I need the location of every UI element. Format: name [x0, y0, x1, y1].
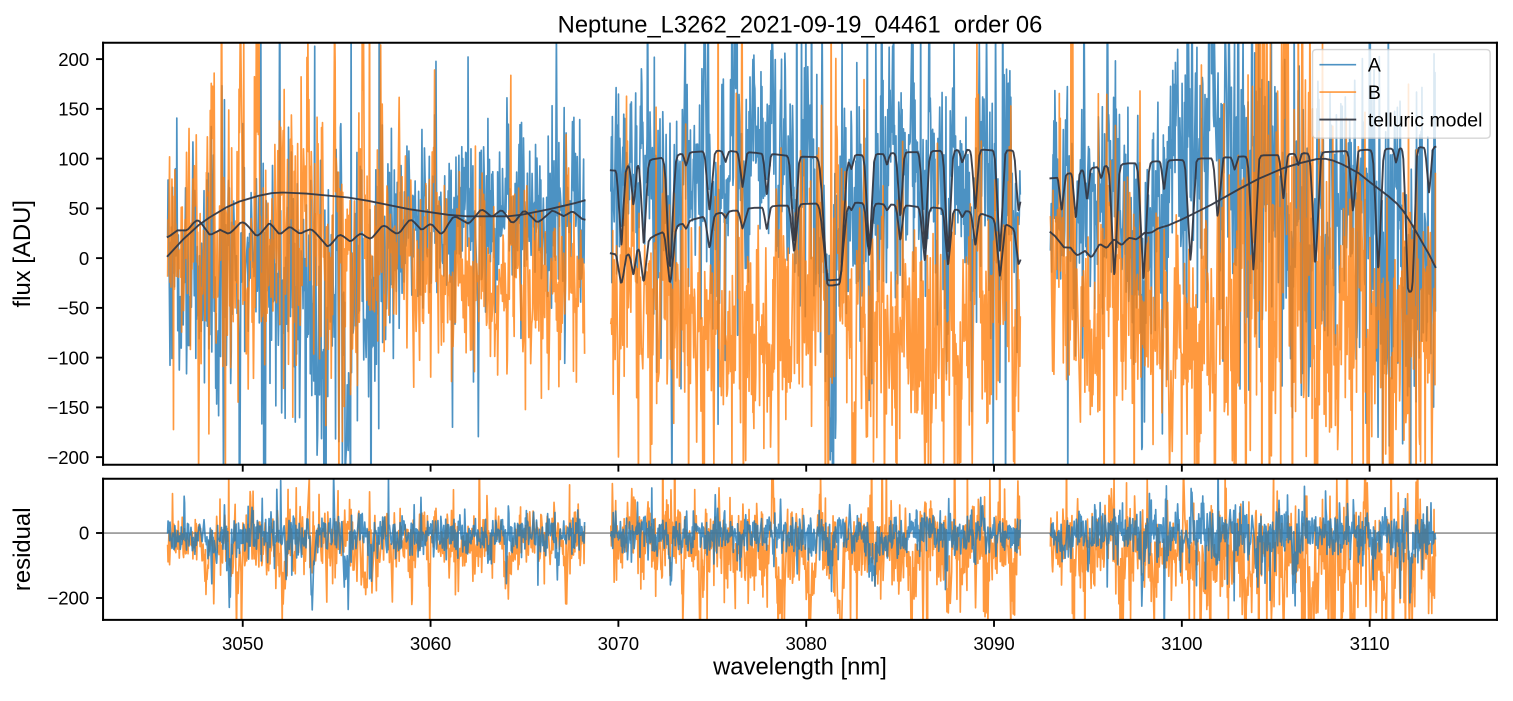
svg-text:200: 200	[58, 49, 89, 70]
svg-text:wavelength [nm]: wavelength [nm]	[712, 654, 887, 681]
svg-text:flux [ADU]: flux [ADU]	[9, 200, 36, 307]
svg-text:50: 50	[69, 198, 90, 219]
svg-text:3070: 3070	[598, 633, 639, 654]
svg-text:3060: 3060	[410, 633, 451, 654]
svg-text:−200: −200	[47, 447, 89, 468]
svg-text:−50: −50	[58, 298, 90, 319]
svg-text:−100: −100	[47, 347, 89, 368]
svg-text:3100: 3100	[1161, 633, 1202, 654]
svg-text:3050: 3050	[222, 633, 263, 654]
svg-text:3090: 3090	[973, 633, 1014, 654]
svg-text:3110: 3110	[1350, 633, 1390, 654]
svg-text:Neptune_L3262_2021-09-19_04461: Neptune_L3262_2021-09-19_04461 order 06	[558, 11, 1043, 38]
svg-text:100: 100	[58, 148, 89, 169]
svg-text:residual: residual	[9, 507, 36, 591]
svg-text:A: A	[1368, 54, 1381, 76]
svg-text:0: 0	[79, 248, 89, 269]
svg-text:B: B	[1368, 82, 1381, 104]
svg-text:0: 0	[79, 523, 89, 544]
svg-text:−200: −200	[47, 588, 89, 609]
svg-text:150: 150	[58, 99, 89, 120]
svg-text:−150: −150	[47, 397, 89, 418]
svg-text:telluric model: telluric model	[1368, 109, 1483, 131]
svg-text:3080: 3080	[785, 633, 826, 654]
